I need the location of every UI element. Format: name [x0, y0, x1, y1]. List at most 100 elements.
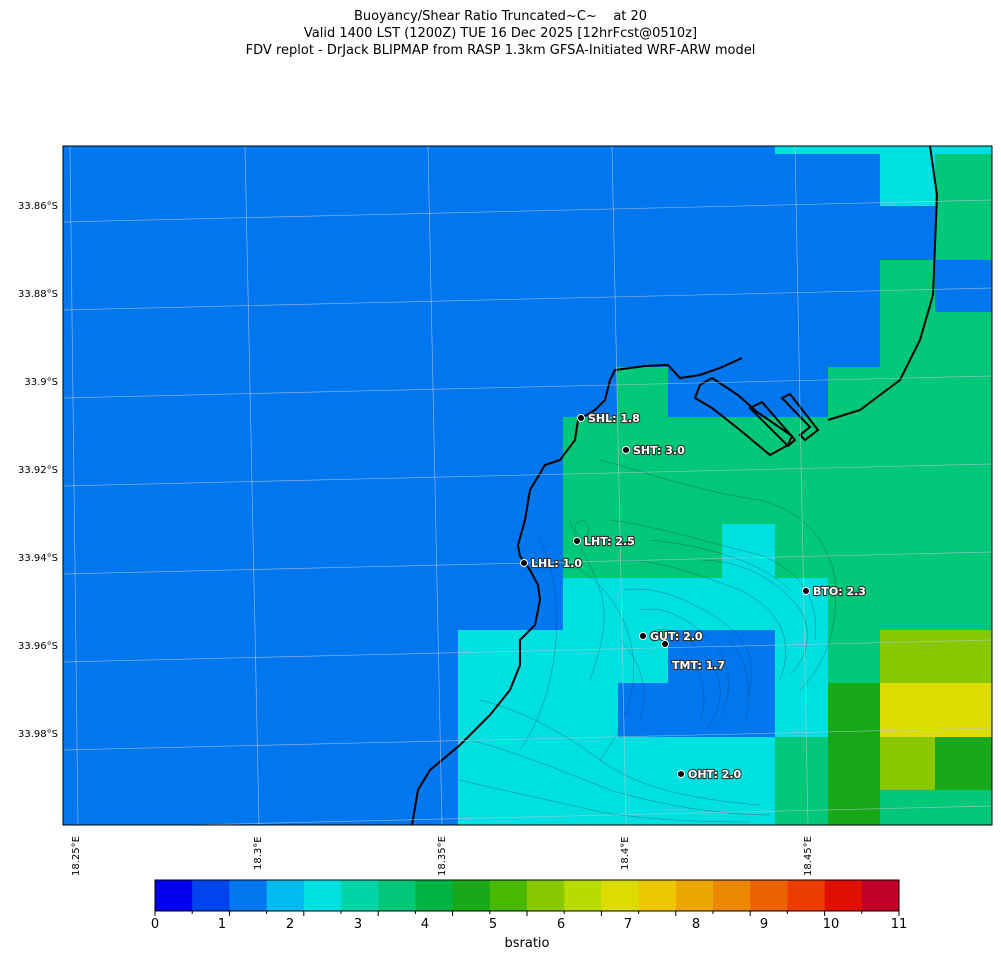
station-label-shl: SHL: 1.8 [588, 412, 640, 425]
lat-label: 33.96°S [18, 641, 58, 652]
grid-cell [828, 367, 992, 417]
grid-cell [618, 737, 775, 825]
grid-cell [880, 737, 935, 790]
lon-label: 18.45°E [803, 836, 814, 876]
station-dot-lhl [520, 559, 528, 567]
colorbar-swatch [266, 880, 305, 911]
colorbar-swatch [675, 880, 714, 911]
station-label-bto: BTO: 2.3 [813, 585, 866, 598]
colorbar-tick-label: 1 [217, 917, 227, 932]
station-dot-shl [577, 414, 585, 422]
station-dot-bto [802, 587, 810, 595]
grid-cell [458, 683, 618, 825]
grid-cell [563, 578, 828, 630]
graticule [63, 146, 992, 825]
station-label-sht: SHT: 3.0 [633, 444, 685, 457]
colorbar-swatch [452, 880, 491, 911]
colorbar-swatches [155, 880, 900, 911]
lat-label: 33.9°S [24, 377, 58, 388]
station-dot-gut [639, 632, 647, 640]
station-label-gut: GUT: 2.0 [650, 630, 703, 643]
grid-cell [828, 683, 880, 825]
title-line-2: Valid 1400 LST (1200Z) TUE 16 Dec 2025 [… [303, 26, 698, 41]
lat-label: 33.92°S [18, 465, 58, 476]
station-dot-oht [677, 770, 685, 778]
station-label-oht: OHT: 2.0 [688, 768, 742, 781]
coastline [411, 146, 939, 825]
colorbar-swatch [192, 880, 230, 911]
grid-cell [722, 524, 775, 578]
grid-cell [828, 630, 880, 683]
colorbar-tick-label: 2 [285, 917, 295, 932]
station-dot-lht [573, 537, 581, 545]
colorbar-swatch [303, 880, 342, 911]
lat-label: 33.98°S [18, 729, 58, 740]
colorbar-tick-label: 7 [623, 917, 633, 932]
colorbar-tick-label: 0 [150, 917, 160, 932]
colorbar-swatch [564, 880, 602, 911]
grid-cell [668, 630, 775, 737]
colorbar-tick-label: 6 [556, 917, 566, 932]
map-frame [62, 145, 993, 826]
colorbar-tick-label: 10 [822, 917, 840, 932]
lon-label: 18.4°E [620, 836, 631, 870]
terrain-contours [459, 459, 836, 823]
station-dot-tmt [661, 640, 669, 648]
station-label-lhl: LHL: 1.0 [531, 557, 582, 570]
colorbar-swatch [415, 880, 454, 911]
grid-cell [617, 367, 668, 417]
colorbar-swatch [601, 880, 640, 911]
colorbar-swatch [861, 880, 900, 911]
colorbar-tick-label: 5 [488, 917, 498, 932]
station-label-tmt: TMT: 1.7 [672, 659, 725, 672]
colorbar-tick-label: 9 [759, 917, 769, 932]
grid-cell [458, 630, 618, 683]
colorbar-swatch [713, 880, 751, 911]
lat-label: 33.86°S [18, 201, 58, 212]
colorbar-swatch [155, 880, 193, 911]
title-line-1: Buoyancy/Shear Ratio Truncated~C~ at 20 [353, 9, 648, 24]
lon-label: 18.35°E [437, 836, 448, 876]
grid-cell [563, 524, 723, 578]
lat-label: 33.88°S [18, 289, 58, 300]
grid-cell [935, 312, 992, 367]
colorbar-tick-label: 4 [420, 917, 430, 932]
station-dot-sht [622, 446, 630, 454]
grid-cell [880, 154, 935, 206]
colorbar-swatch [378, 880, 416, 911]
colorbar-swatch [527, 880, 565, 911]
grid-cell [935, 737, 992, 790]
grid-cell [775, 737, 828, 825]
figure-title: Buoyancy/Shear Ratio Truncated~C~ at 20 … [0, 8, 1001, 59]
colorbar-tick-label: 11 [890, 917, 908, 932]
grid-cell [618, 683, 668, 737]
station-label-lht: LHT: 2.5 [584, 535, 635, 548]
colorbar-swatch [489, 880, 528, 911]
colorbar-swatch [638, 880, 677, 911]
lon-label: 18.25°E [71, 836, 82, 876]
grid-cell [775, 146, 992, 154]
grid-cell [563, 417, 992, 524]
colorbar-swatch [229, 880, 268, 911]
grid-cell [775, 630, 828, 737]
colorbar-label: bsratio [504, 936, 550, 951]
grid-cell [935, 154, 992, 206]
grid-cell [935, 206, 992, 260]
grid-cell [880, 630, 992, 683]
colorbar-swatch [750, 880, 788, 911]
colorbar-tick-label: 8 [691, 917, 701, 932]
grid-cell [880, 683, 992, 737]
colorbar-tickmarks [154, 911, 900, 916]
colorbar-swatch [787, 880, 826, 911]
colorbar-tick-label: 3 [353, 917, 363, 932]
colorbar-swatch [824, 880, 863, 911]
lat-label: 33.94°S [18, 553, 58, 564]
lon-label: 18.3°E [253, 836, 264, 870]
grid-cell [880, 260, 935, 367]
colorbar [154, 879, 900, 916]
title-line-3: FDV replot - DrJack BLIPMAP from RASP 1.… [245, 43, 756, 58]
colorbar-swatch [341, 880, 379, 911]
